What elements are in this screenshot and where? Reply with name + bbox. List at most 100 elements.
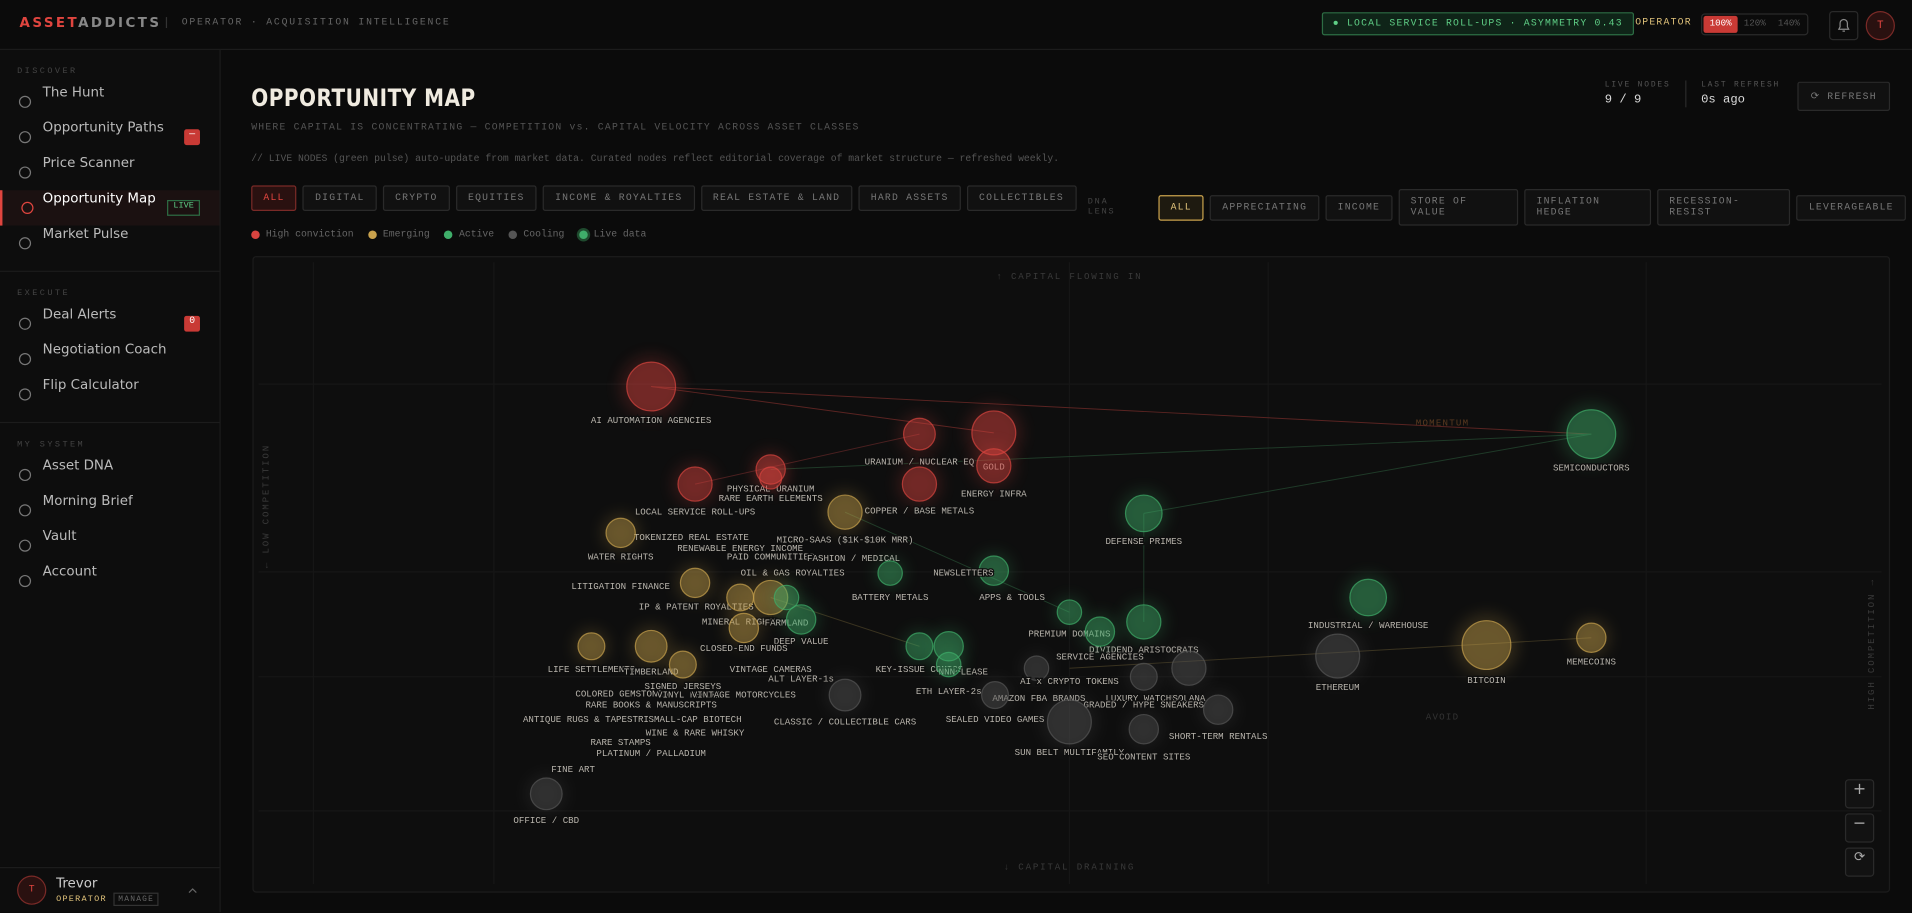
filter[interactable]: REAL ESTATE & LAND bbox=[700, 185, 853, 211]
node[interactable] bbox=[626, 361, 677, 412]
node[interactable] bbox=[978, 555, 1010, 586]
node[interactable] bbox=[1461, 620, 1512, 671]
zoom-switch: 100% 120% 140% bbox=[1701, 13, 1809, 36]
brand: ASSETADDICTS bbox=[20, 15, 162, 31]
node[interactable] bbox=[785, 604, 817, 635]
node-glow bbox=[824, 674, 866, 716]
filter[interactable]: DIGITAL bbox=[302, 185, 377, 211]
zoom-option[interactable]: 120% bbox=[1743, 19, 1766, 30]
node[interactable] bbox=[905, 632, 934, 661]
dna-option[interactable]: RECESSION-RESIST bbox=[1657, 189, 1791, 226]
node[interactable] bbox=[726, 583, 755, 612]
node-glow bbox=[676, 563, 715, 602]
node[interactable] bbox=[828, 678, 862, 712]
node[interactable] bbox=[759, 466, 783, 490]
node-glow bbox=[601, 513, 640, 552]
node[interactable] bbox=[529, 777, 563, 811]
node[interactable] bbox=[1129, 662, 1158, 691]
filter[interactable]: COLLECTIBLES bbox=[966, 185, 1077, 211]
node[interactable] bbox=[1056, 599, 1083, 625]
node[interactable] bbox=[679, 567, 711, 599]
nav-item[interactable]: Account bbox=[0, 563, 219, 598]
node[interactable] bbox=[577, 632, 606, 661]
node[interactable] bbox=[902, 417, 936, 451]
node[interactable] bbox=[1023, 655, 1050, 682]
refresh-button[interactable]: ⟳ REFRESH bbox=[1797, 81, 1891, 111]
node[interactable] bbox=[1202, 694, 1234, 725]
nav-item[interactable]: Opportunity Paths — bbox=[0, 120, 219, 155]
nav-item[interactable]: Vault bbox=[0, 528, 219, 563]
manage[interactable]: MANAGE bbox=[113, 892, 160, 907]
node[interactable] bbox=[1128, 713, 1160, 745]
filter[interactable]: CRYPTO bbox=[382, 185, 450, 211]
node-glow bbox=[1572, 618, 1611, 657]
nav-label: Price Scanner bbox=[42, 154, 135, 171]
node-glow bbox=[619, 354, 683, 419]
nav-item[interactable]: Price Scanner bbox=[0, 155, 219, 190]
node-label: RARE EARTH ELEMENTS bbox=[719, 493, 824, 504]
node[interactable] bbox=[935, 651, 962, 678]
node[interactable] bbox=[728, 612, 760, 644]
filter[interactable]: HARD ASSETS bbox=[858, 185, 961, 211]
node-label: ALT LAYER-1s bbox=[768, 674, 834, 685]
node-glow bbox=[630, 625, 672, 667]
zoom-option[interactable]: 100% bbox=[1703, 15, 1738, 33]
nav-item[interactable]: The Hunt bbox=[0, 84, 219, 119]
node[interactable] bbox=[1576, 622, 1607, 653]
nav-item[interactable]: Morning Brief bbox=[0, 493, 219, 528]
nav-item[interactable]: Flip Calculator bbox=[0, 377, 219, 412]
avatar[interactable]: T bbox=[1865, 10, 1895, 41]
node[interactable] bbox=[976, 448, 1012, 484]
nav-label: Vault bbox=[42, 528, 77, 544]
node-label: SHORT-TERM RENTALS bbox=[1169, 731, 1268, 742]
node-label: OFFICE / CBD bbox=[513, 815, 579, 826]
zoom-in[interactable]: + bbox=[1844, 779, 1875, 809]
node[interactable] bbox=[1315, 633, 1361, 679]
node[interactable] bbox=[1124, 494, 1163, 533]
dna-option[interactable]: APPRECIATING bbox=[1210, 194, 1320, 221]
user-box[interactable]: T Trevor OPERATOR MANAGE bbox=[0, 866, 220, 913]
nav-item[interactable]: Market Pulse bbox=[0, 226, 219, 261]
reset-view[interactable]: ⟳ bbox=[1844, 847, 1875, 877]
node[interactable] bbox=[605, 517, 636, 549]
node[interactable] bbox=[1566, 409, 1617, 460]
icon-shape bbox=[18, 131, 32, 144]
node-glow bbox=[1166, 646, 1212, 691]
nav-item[interactable]: Opportunity Map LIVE bbox=[0, 190, 220, 226]
node[interactable] bbox=[1126, 604, 1162, 640]
node[interactable] bbox=[634, 629, 668, 663]
node[interactable] bbox=[981, 681, 1010, 710]
nav-icon bbox=[18, 468, 32, 482]
nav-item[interactable]: Negotiation Coach bbox=[0, 341, 219, 376]
node[interactable] bbox=[1084, 616, 1116, 647]
node[interactable] bbox=[827, 494, 863, 530]
filter[interactable]: ALL bbox=[251, 185, 297, 211]
node[interactable] bbox=[1046, 699, 1092, 745]
nav-item[interactable]: Asset DNA bbox=[0, 457, 219, 492]
dna-option[interactable]: ALL bbox=[1158, 194, 1204, 221]
nav-item[interactable]: Deal Alerts 0 bbox=[0, 306, 219, 341]
node-glow bbox=[1121, 599, 1166, 645]
brand-b: ADDICTS bbox=[78, 14, 162, 31]
node[interactable] bbox=[1171, 650, 1207, 686]
node[interactable] bbox=[668, 650, 697, 679]
node-label: BATTERY METALS bbox=[852, 592, 929, 603]
node[interactable] bbox=[877, 560, 903, 586]
zoom-option[interactable]: 140% bbox=[1777, 19, 1800, 30]
node[interactable] bbox=[901, 466, 938, 502]
node-label: GRADED / HYPE SNEAKERS bbox=[1084, 699, 1205, 710]
dna-option[interactable]: INFLATION HEDGE bbox=[1524, 189, 1651, 226]
nav-label: Account bbox=[42, 563, 97, 580]
role: OPERATOR bbox=[1635, 17, 1692, 29]
filter[interactable]: EQUITIES bbox=[455, 185, 537, 211]
signal[interactable]: ● LOCAL SERVICE ROLL-UPS · ASYMMETRY 0.4… bbox=[1321, 12, 1634, 36]
dna-option[interactable]: INCOME bbox=[1325, 194, 1393, 221]
filter[interactable]: INCOME & ROYALTIES bbox=[542, 185, 695, 211]
zoom-out[interactable]: − bbox=[1844, 813, 1875, 843]
dna-option[interactable]: LEVERAGEABLE bbox=[1796, 194, 1906, 221]
node[interactable] bbox=[677, 466, 713, 502]
node[interactable] bbox=[1349, 578, 1388, 617]
dna-option[interactable]: STORE OF VALUE bbox=[1398, 189, 1519, 226]
bell[interactable] bbox=[1829, 10, 1859, 41]
